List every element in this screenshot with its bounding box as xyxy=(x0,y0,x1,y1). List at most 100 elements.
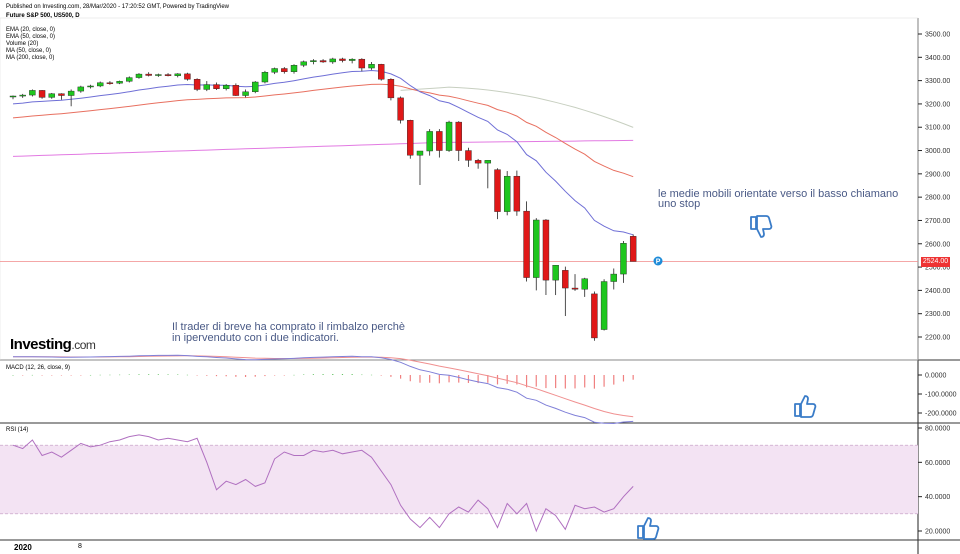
candle-body xyxy=(610,273,617,282)
macd-bar xyxy=(31,374,33,376)
macd-bar xyxy=(613,375,615,385)
price-tick-label: 2200.00 xyxy=(925,335,950,342)
candle-body xyxy=(97,82,104,87)
candle-body xyxy=(232,85,240,96)
candle-body xyxy=(174,73,181,76)
ema20-line xyxy=(12,69,634,236)
macd-tick-label: -200.0000 xyxy=(925,411,957,418)
candle-body xyxy=(67,90,75,96)
macd-bar xyxy=(361,374,363,376)
candle-body xyxy=(378,64,385,80)
candle-body xyxy=(48,93,55,98)
candle-body xyxy=(533,219,540,278)
macd-bar xyxy=(12,375,14,376)
macd-bar xyxy=(225,375,227,377)
macd-bar xyxy=(622,375,625,382)
thumb-shape xyxy=(794,395,817,418)
price-tick-label: 2600.00 xyxy=(925,241,950,248)
macd-bar xyxy=(148,374,150,375)
macd-bar xyxy=(196,375,198,376)
x-label-8: 8 xyxy=(78,543,82,550)
candle-body xyxy=(397,97,404,121)
indicator-legend-volume[interactable]: Volume (20) xyxy=(6,41,39,47)
macd-bar xyxy=(555,375,557,389)
macd-bar xyxy=(235,375,237,377)
macd-bar xyxy=(545,375,547,389)
rsi-tick-label: 80.0000 xyxy=(925,426,950,433)
macd-bar xyxy=(215,375,218,377)
indicator-legend-ma200[interactable]: MA (200, close, 0) xyxy=(6,55,55,61)
candle-body xyxy=(310,60,317,62)
indicator-legend-ma50[interactable]: MA (50, close, 0) xyxy=(6,48,52,54)
candle-body xyxy=(562,270,569,289)
candle-body xyxy=(281,68,288,72)
macd-bar xyxy=(22,375,24,376)
candle-body xyxy=(116,81,123,84)
macd-bar xyxy=(312,374,314,375)
candle-body xyxy=(77,86,85,92)
macd-bar xyxy=(157,374,159,375)
annotation-moving-averages-line1: le medie mobili orientate verso il basso… xyxy=(658,188,899,200)
candle-body xyxy=(184,73,191,80)
rsi-tick-label: 20.0000 xyxy=(925,529,950,536)
macd-bar xyxy=(244,375,247,377)
price-tick-label: 3500.00 xyxy=(925,32,950,39)
macd-bar xyxy=(274,375,276,376)
macd-bar xyxy=(535,375,537,387)
macd-bar xyxy=(458,375,460,383)
candle-body xyxy=(135,73,143,78)
candle-body xyxy=(494,169,501,212)
investing-logo: Investing.com xyxy=(10,336,96,353)
price-tick-label: 2400.00 xyxy=(925,288,950,295)
candle-body xyxy=(106,82,114,84)
thumb-up-icon xyxy=(794,395,817,418)
ema50-line xyxy=(12,83,634,178)
macd-bar xyxy=(438,375,440,384)
macd-bar xyxy=(380,375,382,376)
indicator-legend-ema50[interactable]: EMA (50, close, 0) xyxy=(6,34,56,40)
candle-body xyxy=(126,77,133,82)
p-marker-label: P xyxy=(656,259,661,266)
candle-body xyxy=(620,243,627,275)
price-tick-label: 3100.00 xyxy=(925,125,950,132)
indicator-legend-ema20[interactable]: EMA (20, close, 0) xyxy=(6,27,56,33)
candle-body xyxy=(629,236,637,262)
candle-body xyxy=(523,210,530,278)
candle-body xyxy=(348,58,356,61)
candle-body xyxy=(300,61,307,66)
candle-body xyxy=(29,90,36,96)
price-tick-label: 2800.00 xyxy=(925,195,950,202)
candle-body xyxy=(203,84,211,90)
macd-bar xyxy=(593,375,595,389)
macd-bar xyxy=(322,374,324,375)
macd-bar xyxy=(167,374,169,375)
ma50-line xyxy=(400,86,634,128)
macd-bar xyxy=(109,374,111,376)
candle-body xyxy=(358,58,366,69)
annotation-moving-averages-line2: uno stop xyxy=(658,198,701,210)
candle-body xyxy=(445,121,453,151)
candle-body xyxy=(591,293,598,339)
thumb-shape xyxy=(750,215,773,238)
candle-body xyxy=(503,175,511,212)
candle-body xyxy=(271,68,278,73)
candle-body xyxy=(474,160,482,164)
macd-bar xyxy=(186,374,189,376)
macd-tick-label: 0.0000 xyxy=(925,373,947,380)
price-tick-label: 3200.00 xyxy=(925,101,950,108)
macd-bar xyxy=(99,374,101,376)
macd-bar xyxy=(254,375,256,377)
candle-body xyxy=(387,79,395,99)
macd-bar xyxy=(283,375,285,376)
candle-body xyxy=(222,85,230,89)
candle-body xyxy=(542,219,550,281)
rsi-tick-label: 60.0000 xyxy=(925,460,950,467)
macd-bar xyxy=(390,375,392,377)
candle-body xyxy=(261,72,269,83)
p-marker-icon xyxy=(653,256,663,266)
price-tick-label: 2300.00 xyxy=(925,311,950,318)
logo-text: Investing xyxy=(10,336,72,353)
candle-body xyxy=(416,150,424,156)
macd-bar xyxy=(603,375,605,387)
